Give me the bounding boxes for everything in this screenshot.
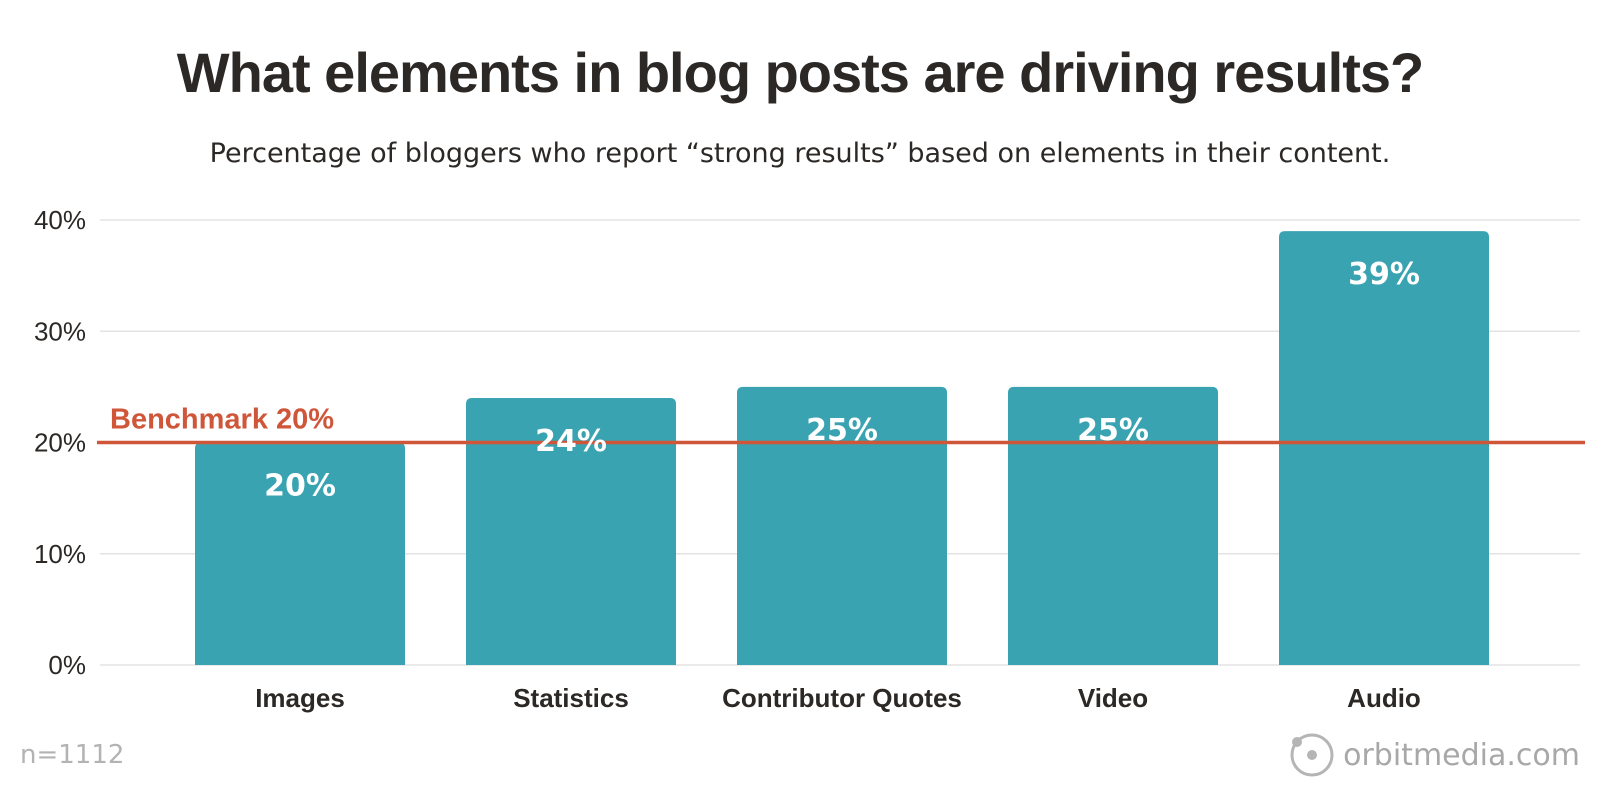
orbit-logo-icon: [1290, 733, 1334, 777]
bar-statistics: [466, 398, 676, 665]
benchmark-label: Benchmark 20%: [110, 404, 334, 436]
brand-name: orbitmedia.com: [1343, 737, 1580, 773]
bar-video: [1008, 386, 1218, 665]
bars: [195, 231, 1489, 665]
chart-subtitle: Percentage of bloggers who report “stron…: [209, 138, 1391, 169]
y-tick-label: 10%: [34, 539, 86, 569]
y-tick-label: 0%: [48, 650, 86, 680]
y-tick-label: 20%: [34, 428, 86, 458]
data-labels: 20% 24% 25% 25% 39%: [264, 257, 1420, 503]
category-label: Images: [255, 683, 345, 713]
data-label: 25%: [1077, 413, 1149, 448]
benchmark: Benchmark 20%: [97, 404, 1585, 445]
chart-title: What elements in blog posts are driving …: [176, 41, 1424, 104]
data-label: 39%: [1348, 257, 1420, 292]
y-axis-ticks: 0% 10% 20% 30% 40%: [34, 205, 86, 680]
data-label: 20%: [264, 469, 336, 504]
bar-audio: [1279, 231, 1489, 665]
data-label: 24%: [535, 424, 607, 459]
y-tick-label: 30%: [34, 316, 86, 346]
category-label: Audio: [1347, 683, 1421, 713]
category-label: Video: [1078, 683, 1148, 713]
x-axis-categories: Images Statistics Contributor Quotes Video A…: [255, 683, 1421, 713]
brand-footer: orbitmedia.com: [1289, 730, 1580, 780]
category-label: Statistics: [513, 683, 629, 713]
category-label: Contributor Quotes: [722, 683, 962, 713]
sample-size-note: n=1112: [20, 740, 125, 770]
bar-images: [195, 442, 405, 665]
bar-contributor-quotes: [737, 386, 947, 665]
data-label: 25%: [806, 413, 878, 448]
y-tick-label: 40%: [34, 205, 86, 235]
